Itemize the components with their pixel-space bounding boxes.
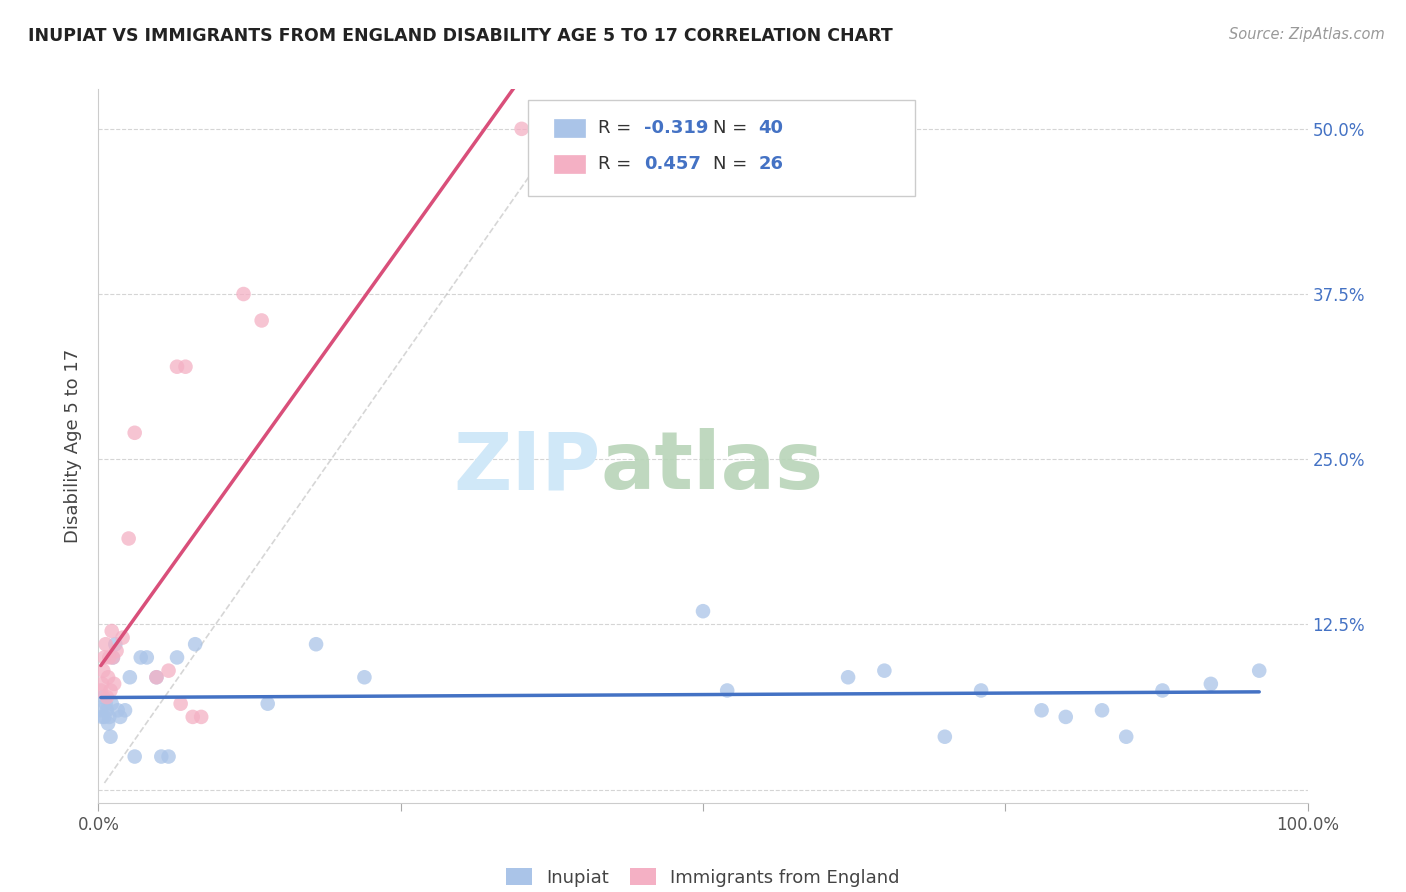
Point [96,703,118,717]
Point [118,670,141,684]
Point [305,637,328,651]
Point [353,670,375,684]
Point [1091,703,1114,717]
Y-axis label: Disability Age 5 to 17: Disability Age 5 to 17 [65,349,83,543]
Text: 0.457: 0.457 [644,155,700,173]
Point [107,703,129,717]
Point [190,710,212,724]
Text: N =: N = [713,120,752,137]
Point [98,710,121,724]
Point [101,650,124,665]
Point [232,287,254,301]
Point [124,425,146,440]
Text: INUPIAT VS IMMIGRANTS FROM ENGLAND DISABILITY AGE 5 TO 17 CORRELATION CHART: INUPIAT VS IMMIGRANTS FROM ENGLAND DISAB… [28,27,893,45]
Point [181,710,204,724]
Point [93,650,115,665]
FancyBboxPatch shape [554,120,585,137]
Point [1152,683,1174,698]
Point [135,650,157,665]
Point [104,637,127,651]
Point [103,677,125,691]
Point [250,313,273,327]
Text: R =: R = [598,155,637,173]
Point [98,650,121,665]
Point [166,359,188,374]
Point [91,677,114,691]
Text: ZIP: ZIP [453,428,600,507]
Point [1054,710,1077,724]
FancyBboxPatch shape [554,155,585,173]
Point [510,121,533,136]
Point [100,683,122,698]
Point [934,730,956,744]
Point [94,697,117,711]
Point [1031,703,1053,717]
Point [124,749,146,764]
Point [90,683,112,698]
Point [145,670,167,684]
Point [150,749,173,764]
Text: atlas: atlas [600,428,824,507]
Point [97,670,120,684]
Point [90,703,112,717]
Text: -0.319: -0.319 [644,120,709,137]
Point [96,690,118,704]
Point [97,716,120,731]
Point [91,710,114,724]
Point [108,710,131,724]
Point [100,697,122,711]
Point [256,697,278,711]
Text: 40: 40 [759,120,783,137]
Text: 26: 26 [759,155,783,173]
Point [873,664,896,678]
Point [1249,664,1271,678]
Point [100,730,122,744]
Point [91,664,114,678]
Point [93,710,115,724]
Point [114,703,136,717]
Point [174,359,197,374]
Legend: Inupiat, Immigrants from England: Inupiat, Immigrants from England [506,868,900,887]
Point [100,624,122,638]
Point [118,532,141,546]
Point [716,683,738,698]
Text: Source: ZipAtlas.com: Source: ZipAtlas.com [1229,27,1385,42]
Point [101,650,124,665]
Point [157,749,180,764]
Point [837,670,859,684]
Point [129,650,152,665]
Point [1115,730,1137,744]
Point [105,644,128,658]
Point [145,670,167,684]
Point [692,604,714,618]
Point [91,690,114,704]
Point [169,697,191,711]
Point [111,631,134,645]
Point [157,664,180,678]
Point [94,637,117,651]
Point [166,650,188,665]
Point [1199,677,1222,691]
FancyBboxPatch shape [527,100,915,196]
Point [184,637,207,651]
Point [970,683,993,698]
Text: R =: R = [598,120,637,137]
Text: N =: N = [713,155,752,173]
